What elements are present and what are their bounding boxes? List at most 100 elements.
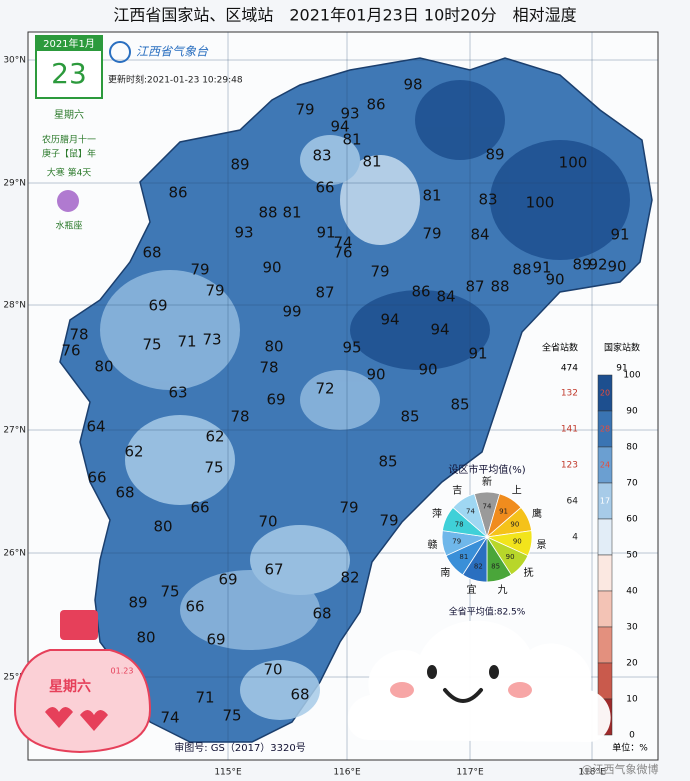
- lon-label: 116°E: [333, 768, 361, 778]
- lat-label: 28°N: [3, 301, 26, 311]
- pie-value: 90: [506, 553, 515, 561]
- station-value: 94: [380, 311, 399, 329]
- hearts: [45, 707, 108, 731]
- city-pie: 设区市平均值(%) 全省平均值:82.5% 74 新 91 上 90 鹰 90 景 90 抚 85 九…: [428, 463, 547, 618]
- station-value: 88: [490, 278, 509, 296]
- blob: [125, 415, 235, 505]
- station-value: 85: [450, 396, 469, 414]
- legend-tick-label: 100: [623, 371, 640, 381]
- station-value: 93: [234, 224, 253, 242]
- station-value: 93: [340, 105, 359, 123]
- lunar-year: 庚子【鼠】年: [42, 148, 96, 160]
- pie-city: 九: [497, 584, 507, 596]
- title: 江西省国家站、区域站 2021年01月23日 10时20分 相对湿度: [113, 6, 576, 25]
- issuer-logo: [109, 41, 131, 63]
- issuer: 江西省气象台: [136, 45, 209, 59]
- station-value: 79: [422, 225, 441, 243]
- station-value: 66: [87, 469, 106, 487]
- solar-term: 大寒 第4天: [47, 167, 92, 179]
- pie-value: 74: [466, 507, 475, 515]
- station-value: 79: [339, 499, 358, 517]
- station-value: 87: [315, 284, 334, 302]
- blob: [340, 155, 420, 245]
- bottle-sticker: 星期六 01.23: [13, 610, 152, 754]
- legend-band: [597, 554, 613, 592]
- pie-value: 85: [491, 562, 500, 570]
- smile: [443, 688, 483, 703]
- station-value: 91: [468, 345, 487, 363]
- station-value: 85: [400, 408, 419, 426]
- sticker-date: 01.23: [111, 667, 134, 676]
- station-value: 90: [545, 271, 564, 289]
- legend-header-all: 全省站数: [542, 342, 578, 354]
- pie-value: 74: [483, 502, 492, 510]
- legend-total-all: 474: [561, 364, 578, 374]
- station-value: 69: [206, 631, 225, 649]
- legend-count-national: 24: [600, 461, 610, 470]
- station-value: 91: [532, 259, 551, 277]
- pie-value: 91: [499, 507, 508, 515]
- pie-city: 赣: [428, 538, 438, 551]
- station-value: 81: [342, 131, 361, 149]
- pie-city: 南: [440, 566, 450, 579]
- legend-tick-label: 60: [626, 515, 638, 525]
- blob: [490, 140, 630, 260]
- station-value: 94: [330, 118, 349, 136]
- station-value: 89: [485, 146, 504, 164]
- watermark: @江西气象微博: [582, 762, 659, 776]
- station-value: 79: [295, 101, 314, 119]
- station-value: 63: [168, 384, 187, 402]
- pie-city: 上: [512, 485, 522, 497]
- station-value: 84: [470, 226, 489, 244]
- station-value: 68: [142, 244, 161, 262]
- legend-count-national: 28: [600, 425, 610, 434]
- station-value: 90: [262, 259, 281, 277]
- station-value: 79: [379, 512, 398, 530]
- eye: [489, 665, 499, 679]
- cloud: [347, 620, 611, 742]
- pie-value: 90: [513, 537, 522, 545]
- cloud-sticker: [347, 620, 611, 742]
- graticule: 30°N 29°N 28°N 27°N 26°N 25°N 115°E 116°E 117°E 1…: [3, 32, 658, 778]
- legend-tick-label: 0: [629, 731, 635, 741]
- cheek: [508, 682, 532, 698]
- bottle-cap: [60, 610, 98, 640]
- station-value: 89: [230, 156, 249, 174]
- station-value: 68: [290, 686, 309, 704]
- pie-value: 79: [452, 537, 461, 545]
- legend-count-all: 4: [572, 533, 578, 543]
- station-value: 75: [160, 583, 179, 601]
- eye: [427, 665, 437, 679]
- station-value: 99: [282, 303, 301, 321]
- station-value: 62: [205, 428, 224, 446]
- legend-count-all: 64: [567, 497, 579, 507]
- blob: [240, 660, 320, 720]
- legend-tick-label: 40: [626, 587, 638, 597]
- station-value: 80: [136, 629, 155, 647]
- legend-header-national: 国家站数: [604, 342, 640, 354]
- date-card: 2021年1月 23 星期六 农历腊月十一 庚子【鼠】年 大寒 第4天 水瓶座: [35, 35, 103, 232]
- blob: [300, 135, 360, 185]
- station-value: 70: [263, 661, 282, 679]
- lat-label: 29°N: [3, 179, 26, 189]
- station-value: 68: [115, 484, 134, 502]
- legend-count-national: 17: [600, 497, 610, 506]
- station-value: 81: [282, 204, 301, 222]
- legend-tick-label: 80: [626, 443, 638, 453]
- pie-city: 宜: [467, 583, 477, 596]
- pie-city: 萍: [432, 508, 442, 520]
- lat-label: 25°N: [3, 673, 26, 683]
- station-value: 86: [366, 96, 385, 114]
- station-value: 66: [315, 179, 334, 197]
- station-value: 72: [315, 380, 334, 398]
- station-value: 76: [333, 244, 352, 262]
- station-value: 74: [160, 709, 179, 727]
- legend-tick-label: 50: [626, 551, 638, 561]
- legend-band: [597, 662, 613, 700]
- station-value: 84: [436, 288, 455, 306]
- legend-tick-label: 70: [626, 479, 638, 489]
- pie-value: 90: [510, 520, 519, 528]
- station-value: 80: [264, 338, 283, 356]
- station-value: 78: [69, 326, 88, 344]
